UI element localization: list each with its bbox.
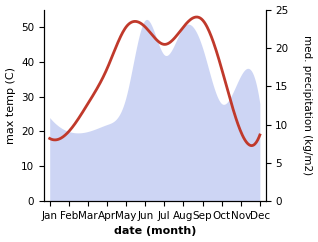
X-axis label: date (month): date (month) [114,227,196,236]
Y-axis label: med. precipitation (kg/m2): med. precipitation (kg/m2) [302,35,313,175]
Y-axis label: max temp (C): max temp (C) [5,67,16,144]
